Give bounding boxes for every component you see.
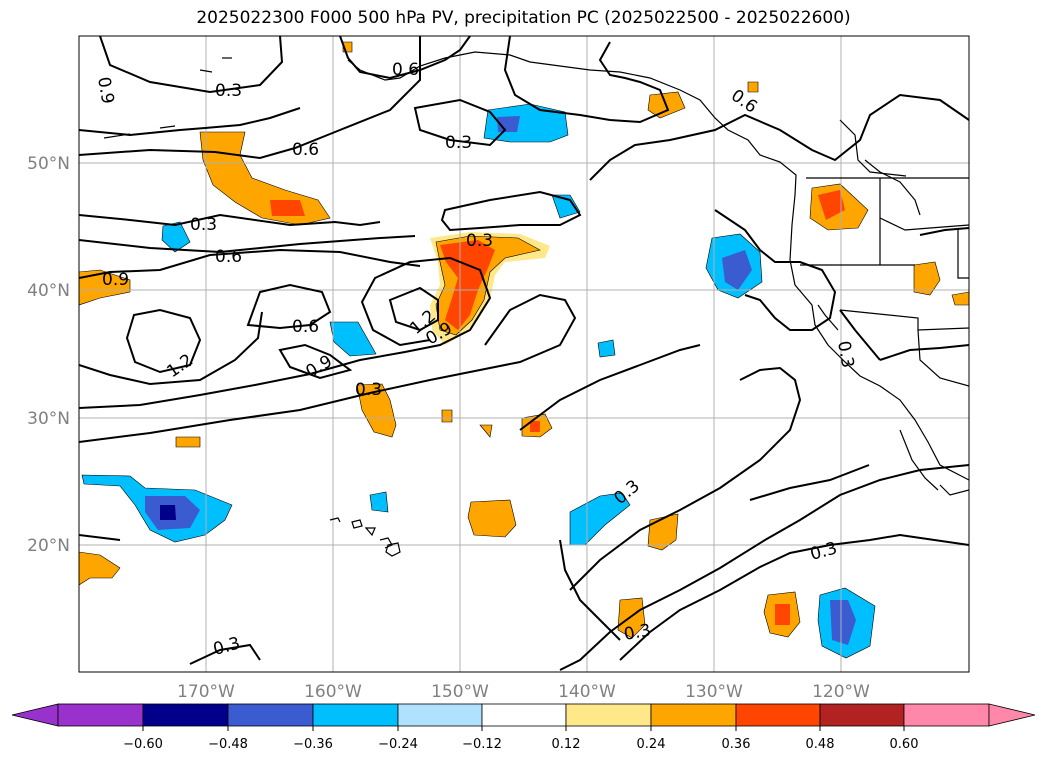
colorbar-segment [142, 703, 229, 727]
colorbar-tick-label: 0.24 [637, 737, 666, 752]
colorbar-tick-labels: −0.60 −0.48 −0.36 −0.24 −0.12 0.12 0.24 … [123, 737, 918, 752]
lon-label: 120°W [812, 682, 870, 702]
contour-label: 0.3 [622, 621, 652, 645]
colorbar-tick-label: −0.48 [208, 737, 248, 752]
colorbar-segment [57, 703, 144, 727]
colorbar-tick-label: −0.12 [462, 737, 502, 752]
lat-label: 40°N [27, 281, 70, 301]
contour-label: 0.6 [215, 247, 242, 267]
colorbar-segment [565, 703, 652, 727]
colorbar-segment [735, 703, 821, 727]
contour-label: 0.6 [292, 140, 319, 160]
colorbar-tick-label: 0.12 [552, 737, 581, 752]
colorbar-segment [312, 703, 399, 727]
lon-label: 160°W [304, 682, 362, 702]
colorbar-segment [819, 703, 905, 727]
colorbar-segment [903, 703, 990, 727]
colorbar-tick-label: 0.36 [722, 737, 751, 752]
coastlines [347, 51, 969, 496]
latitude-labels: 20°N 30°N 40°N 50°N [27, 154, 70, 556]
colorbar-tick-label: −0.24 [378, 737, 418, 752]
lat-label: 50°N [27, 154, 70, 174]
colorbar-over-triangle [988, 703, 1036, 727]
islands [103, 57, 401, 557]
contour-label: 0.3 [833, 339, 857, 369]
colorbar-under-triangle [11, 703, 59, 727]
map-frame [78, 35, 970, 673]
lon-label: 150°W [431, 682, 489, 702]
contour-label: 0.3 [215, 81, 242, 101]
colorbar-segment [227, 703, 314, 727]
colorbar-tick-label: 0.60 [890, 737, 919, 752]
lon-label: 170°W [177, 682, 235, 702]
contour-label: 0.6 [292, 317, 319, 337]
contour-label: 0.9 [93, 75, 117, 105]
contour-label: 0.3 [355, 380, 382, 400]
lon-label: 130°W [685, 682, 743, 702]
colorbar-segment [397, 703, 483, 727]
pv-contours [79, 36, 969, 671]
lat-label: 30°N [27, 409, 70, 429]
contour-label: 0.3 [466, 231, 493, 251]
colorbar-segment [481, 703, 567, 727]
graticule [79, 36, 969, 672]
contour-label: 0.9 [102, 270, 129, 290]
figure-title: 2025022300 F000 500 hPa PV, precipitatio… [196, 8, 851, 28]
contour-label: 0.6 [392, 60, 419, 80]
colorbar-tick-label: −0.60 [123, 737, 163, 752]
contour-label: 0.3 [445, 133, 472, 153]
longitude-labels: 170°W 160°W 150°W 140°W 130°W 120°W [177, 682, 870, 702]
colorbar-ticks [142, 726, 905, 731]
colorbar-tick-label: −0.36 [293, 737, 333, 752]
lon-label: 140°W [558, 682, 616, 702]
colorbar [11, 703, 1036, 727]
contour-label: 0.3 [190, 215, 217, 235]
colorbar-segment [650, 703, 737, 727]
colorbar-tick-label: 0.48 [806, 737, 835, 752]
lat-label: 20°N [27, 536, 70, 556]
